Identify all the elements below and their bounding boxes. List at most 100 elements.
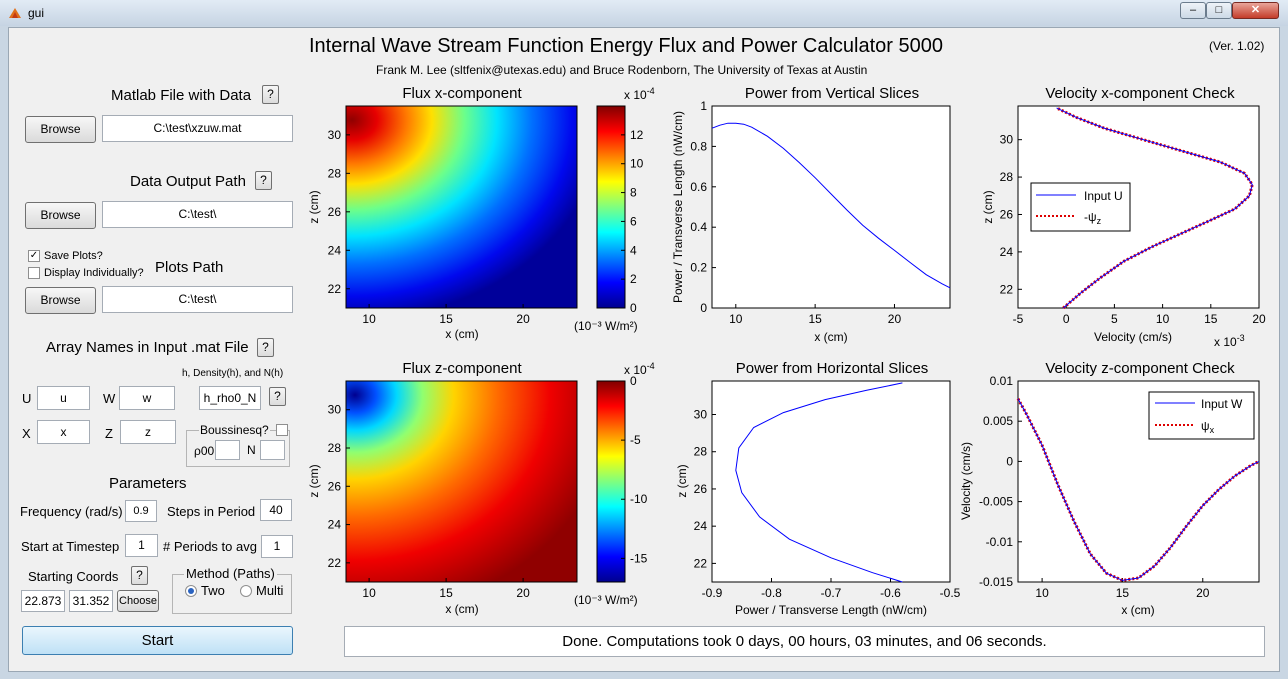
vel-z-input-line: [1017, 398, 1260, 581]
vel-x-legend: Input U -ψz: [1030, 182, 1131, 232]
authors-label: Frank M. Lee (sltfenix@utexas.edu) and B…: [376, 63, 868, 77]
n-input[interactable]: [260, 440, 285, 460]
window-titlebar[interactable]: [0, 0, 1288, 26]
w-label: W: [103, 391, 116, 406]
h-rho-n-help-button[interactable]: ?: [269, 387, 286, 406]
power-horizontal-axes: [711, 380, 951, 583]
flux-z-cbar-units: (10⁻³ W/m²): [574, 593, 638, 607]
array-names-help-button[interactable]: ?: [257, 338, 274, 357]
boussinesq-checkbox[interactable]: [276, 424, 288, 436]
power-horizontal-title: Power from Horizontal Slices: [736, 360, 929, 377]
plots-path-input[interactable]: C:\test\: [102, 286, 293, 313]
display-individually-checkbox[interactable]: [28, 267, 40, 279]
start-timestep-label: Start at Timestep: [21, 539, 120, 554]
steps-in-period-input[interactable]: 40: [260, 499, 292, 521]
flux-z-cbar-tick-label: 0: [630, 374, 637, 388]
x-array-input[interactable]: x: [37, 420, 90, 444]
matlab-file-help-button[interactable]: ?: [262, 85, 279, 104]
h-rho-n-input[interactable]: h_rho0_N: [199, 386, 261, 410]
array-names-label: Array Names in Input .mat File: [46, 339, 249, 356]
flux-x-cbar-tick-label: 4: [630, 243, 637, 257]
vel-x-ytick-label: 28: [1000, 170, 1014, 184]
power-horizontal-xlabel: Power / Transverse Length (nW/cm): [735, 603, 927, 617]
browse-plots-path-button[interactable]: Browse: [25, 287, 96, 314]
matlab-icon: [9, 8, 21, 18]
vel-x-xlabel: Velocity (cm/s): [1094, 330, 1172, 344]
power-horizontal-xtick-label: -0.5: [940, 586, 961, 600]
power-horizontal-xtick-label: -0.6: [880, 586, 901, 600]
flux-z-ytick-label: 22: [328, 556, 342, 570]
z-label: Z: [105, 426, 113, 441]
legend-psi-z-text: -ψz: [1084, 210, 1102, 226]
vel-z-ytick-label: 0.005: [983, 414, 1013, 428]
flux-x-cbar-tick-label: 8: [630, 186, 637, 200]
flux-x-ytick-label: 22: [328, 282, 342, 296]
vel-x-xtick-label: 5: [1111, 312, 1118, 326]
vel-z-ytick-label: -0.015: [979, 575, 1013, 589]
n-label: N: [247, 443, 256, 457]
window-title: gui: [28, 6, 45, 20]
z-array-input[interactable]: z: [120, 420, 176, 444]
power-vertical-xtick-label: 15: [808, 312, 822, 326]
coord-z-input[interactable]: 31.352: [69, 590, 113, 612]
vel-x-xtick-label: 0: [1063, 312, 1070, 326]
vel-z-legend: Input W ψx: [1148, 391, 1255, 440]
u-label: U: [22, 391, 32, 406]
vel-z-ylabel: Velocity (cm/s): [959, 442, 973, 520]
start-button[interactable]: Start: [22, 626, 293, 655]
maximize-button[interactable]: □: [1206, 2, 1232, 19]
browse-matlab-file-button[interactable]: Browse: [25, 116, 96, 143]
vel-x-ytick-label: 22: [1000, 282, 1014, 296]
frequency-label: Frequency (rad/s): [20, 504, 123, 519]
flux-x-cbar-tick-label: 12: [630, 128, 644, 142]
flux-x-cbar-tick-label: 10: [630, 157, 644, 171]
output-path-help-button[interactable]: ?: [255, 171, 272, 190]
power-horizontal-xtick-label: -0.9: [702, 586, 723, 600]
method-two-radio[interactable]: [185, 585, 197, 597]
method-multi-radio[interactable]: [240, 585, 252, 597]
steps-in-period-label: Steps in Period: [167, 504, 256, 519]
power-horizontal-ytick-label: 28: [694, 445, 708, 459]
save-plots-checkbox[interactable]: ✓: [28, 250, 40, 262]
periods-to-avg-input[interactable]: 1: [261, 535, 293, 558]
flux-x-cbar-exponent: x 10-4: [624, 86, 655, 102]
legend-input-w-text: Input W: [1201, 397, 1243, 411]
vel-z-ytick-label: -0.01: [986, 535, 1014, 549]
power-vertical-ytick-label: 1: [700, 99, 707, 113]
w-array-input[interactable]: w: [119, 386, 175, 410]
matlab-file-input[interactable]: C:\test\xzuw.mat: [102, 115, 293, 142]
close-button[interactable]: ✕: [1232, 2, 1279, 19]
browse-output-path-button[interactable]: Browse: [25, 202, 96, 229]
boussinesq-label: Boussinesq?: [199, 423, 270, 437]
flux-z-cbar-tick-label: -15: [630, 551, 648, 565]
flux-x-xtick-label: 15: [439, 312, 453, 326]
choose-coords-button[interactable]: Choose: [117, 590, 159, 612]
u-array-input[interactable]: u: [37, 386, 90, 410]
power-vertical-xlabel: x (cm): [814, 330, 847, 344]
power-vertical-ytick-label: 0.8: [690, 139, 707, 153]
flux-x-colorbar: [596, 105, 626, 309]
start-timestep-input[interactable]: 1: [125, 534, 158, 557]
flux-x-title: Flux x-component: [402, 85, 522, 102]
coord-x-input[interactable]: 22.873: [21, 590, 65, 612]
flux-z-colorbar: [596, 380, 626, 583]
vel-x-ytick-label: 26: [1000, 207, 1014, 221]
vel-x-xtick-label: 15: [1204, 312, 1218, 326]
flux-z-ytick-label: 28: [328, 441, 342, 455]
vel-x-title: Velocity x-component Check: [1045, 85, 1235, 102]
flux-z-xtick-label: 20: [516, 586, 530, 600]
frequency-input[interactable]: 0.9: [125, 500, 157, 522]
vel-x-xtick-label: 20: [1252, 312, 1266, 326]
starting-coords-help-button[interactable]: ?: [131, 566, 148, 585]
power-horizontal-ytick-label: 24: [694, 519, 708, 533]
rho00-input[interactable]: [215, 440, 240, 460]
output-path-input[interactable]: C:\test\: [102, 201, 293, 228]
flux-z-ytick-label: 30: [328, 403, 342, 417]
flux-x-xlabel: x (cm): [445, 327, 478, 341]
flux-z-xtick-label: 15: [439, 586, 453, 600]
method-multi-label: Multi: [256, 583, 284, 598]
vel-z-title: Velocity z-component Check: [1045, 360, 1235, 377]
power-horizontal-xtick-label: -0.8: [761, 586, 782, 600]
minimize-button[interactable]: –: [1180, 2, 1206, 19]
